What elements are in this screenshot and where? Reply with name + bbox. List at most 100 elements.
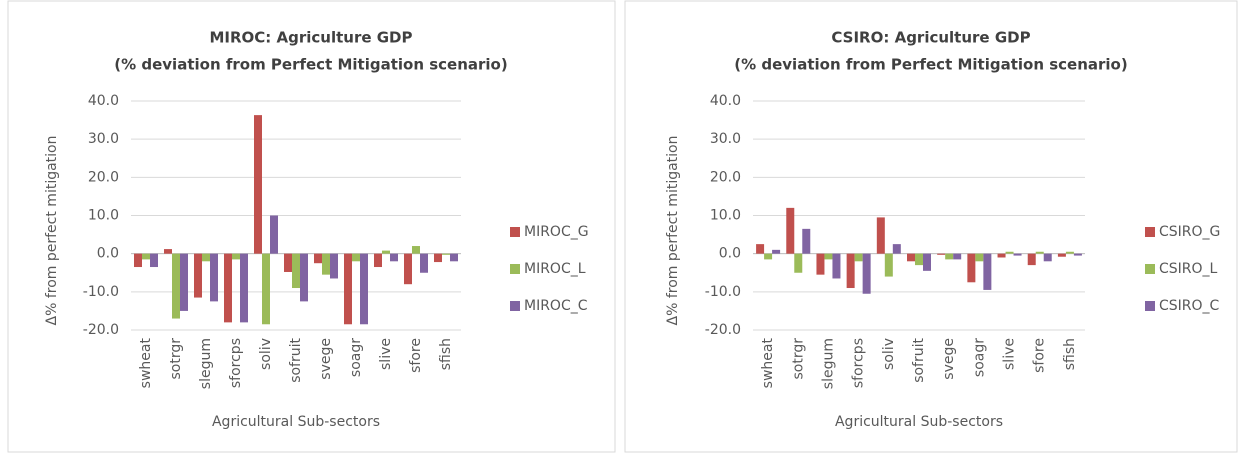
bar — [172, 253, 180, 319]
legend-swatch — [1145, 264, 1155, 274]
bar — [937, 253, 946, 255]
x-axis-title: Agricultural Sub-sectors — [212, 414, 380, 430]
y-axis-title: Δ% from perfect mitigation — [665, 136, 681, 326]
bar — [240, 253, 248, 323]
x-tick-label: sfish — [1062, 338, 1078, 370]
x-tick-label: sforcps — [228, 338, 244, 388]
bar — [352, 253, 360, 262]
bar — [975, 253, 984, 262]
bar — [374, 253, 382, 268]
x-tick-label: slive — [1002, 338, 1018, 370]
bar — [786, 207, 795, 254]
bar — [1065, 251, 1074, 254]
bar — [232, 253, 240, 260]
bar — [794, 253, 803, 273]
bar — [1035, 251, 1044, 254]
x-tick-label: soagr — [971, 338, 987, 377]
bar — [344, 253, 352, 325]
y-tick-label: -20.0 — [705, 322, 741, 338]
x-tick-label: slegum — [820, 338, 836, 389]
bar — [854, 253, 863, 262]
bar — [330, 253, 338, 279]
legend-swatch — [510, 264, 520, 274]
bar — [442, 253, 450, 255]
legend-label: MIROC_L — [524, 261, 586, 277]
bar — [322, 253, 330, 275]
bar — [945, 253, 954, 260]
bar — [254, 115, 262, 254]
x-tick-label: sfore — [408, 338, 424, 373]
chart-subtitle: (% deviation from Perfect Mitigation sce… — [734, 56, 1127, 74]
legend-swatch — [1145, 227, 1155, 237]
bar — [210, 253, 218, 302]
legend-label: CSIRO_L — [1159, 261, 1218, 277]
y-tick-label: 0.0 — [719, 246, 741, 262]
y-tick-label: 0.0 — [97, 246, 119, 262]
y-tick-label: -10.0 — [705, 284, 741, 300]
x-tick-label: sforcps — [851, 338, 867, 388]
bar — [300, 253, 308, 302]
bar — [1043, 253, 1052, 262]
bar — [412, 246, 420, 254]
chart-title: CSIRO: Agriculture GDP — [831, 29, 1030, 47]
x-tick-label: sofruit — [288, 337, 304, 382]
bar — [764, 253, 773, 260]
bar — [164, 249, 172, 254]
y-tick-label: -10.0 — [83, 284, 119, 300]
bar — [967, 253, 976, 283]
bar — [434, 253, 442, 263]
x-tick-label: slegum — [198, 338, 214, 389]
bar — [1005, 251, 1014, 254]
panel-border — [624, 0, 1238, 453]
chart-title: MIROC: Agriculture GDP — [209, 29, 412, 47]
bar — [1027, 253, 1036, 266]
bar — [382, 250, 390, 254]
bar — [262, 253, 270, 325]
bar — [923, 253, 931, 271]
bar — [450, 253, 458, 262]
x-tick-label: sfore — [1032, 338, 1048, 373]
y-tick-label: 40.0 — [88, 93, 119, 109]
legend-swatch — [510, 301, 520, 311]
x-tick-label: sofruit — [911, 337, 927, 382]
y-tick-label: 20.0 — [710, 169, 741, 185]
legend-label: MIROC_G — [524, 224, 589, 240]
x-tick-label: sotrgr — [790, 338, 806, 380]
bar — [292, 253, 300, 289]
bar — [1013, 253, 1022, 256]
bar — [180, 253, 188, 311]
x-tick-label: swheat — [760, 338, 776, 389]
bar — [284, 253, 292, 272]
bar — [194, 253, 202, 298]
x-tick-label: svege — [318, 338, 334, 380]
bar — [404, 253, 412, 285]
legend-label: CSIRO_C — [1159, 298, 1220, 314]
bar — [756, 244, 765, 254]
x-tick-label: sfish — [438, 338, 454, 370]
x-tick-label: slive — [378, 338, 394, 370]
bar — [150, 253, 158, 268]
y-tick-label: 30.0 — [88, 131, 119, 147]
bar — [360, 253, 368, 325]
bar — [953, 253, 962, 260]
bar — [420, 253, 428, 273]
bar — [907, 253, 915, 262]
bar — [142, 253, 150, 260]
bar — [270, 215, 278, 254]
bar — [846, 253, 855, 289]
bar — [1057, 253, 1066, 257]
bar — [832, 253, 841, 279]
bar — [997, 253, 1006, 258]
x-tick-label: svege — [941, 338, 957, 380]
y-tick-label: 40.0 — [710, 93, 741, 109]
chart-subtitle: (% deviation from Perfect Mitigation sce… — [114, 56, 507, 74]
bar — [134, 253, 142, 268]
bar — [202, 253, 210, 262]
y-tick-label: 30.0 — [710, 131, 741, 147]
legend-swatch — [510, 227, 520, 237]
bar — [390, 253, 398, 262]
bar — [802, 228, 811, 254]
y-tick-label: 10.0 — [710, 208, 741, 224]
bar — [224, 253, 232, 323]
y-tick-label: -20.0 — [83, 322, 119, 338]
